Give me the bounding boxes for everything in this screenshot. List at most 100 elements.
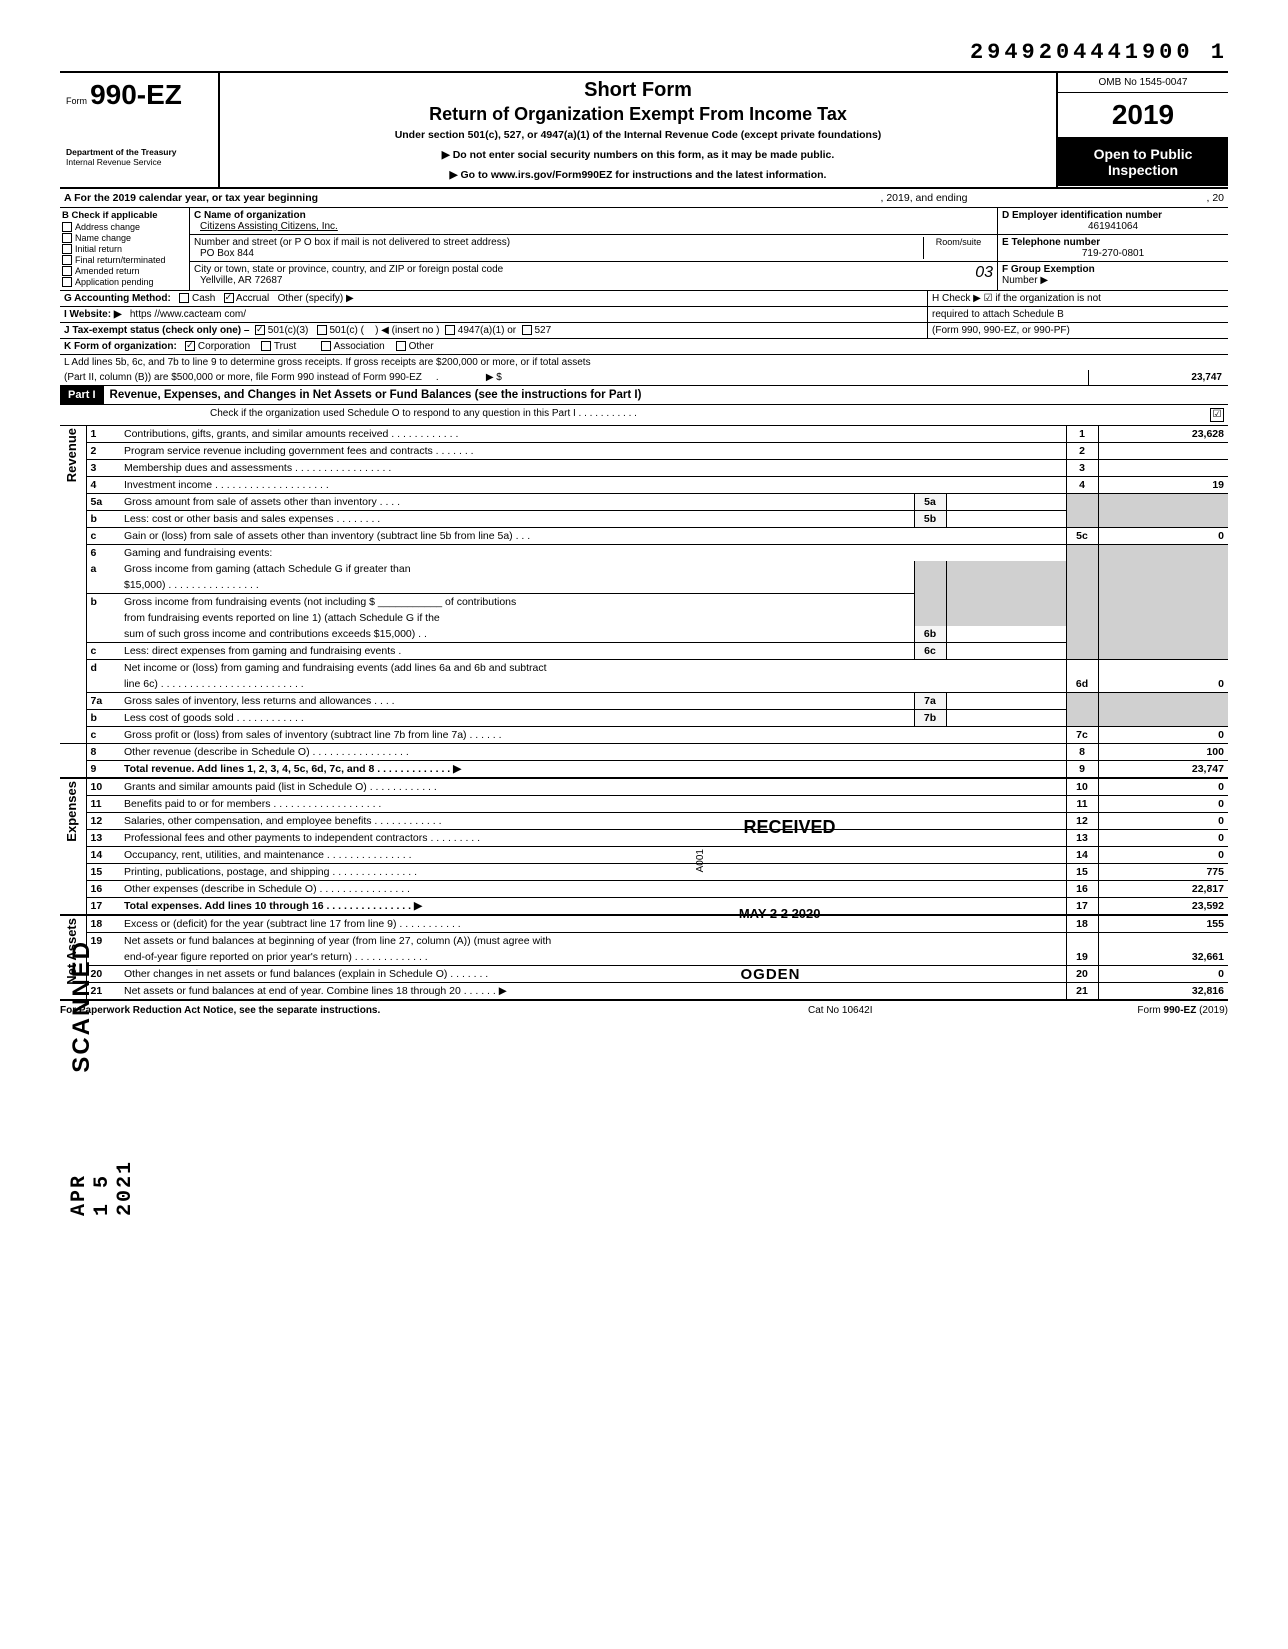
line-1-ln: 1 xyxy=(1066,426,1098,443)
addr-value: PO Box 844 xyxy=(194,248,923,259)
line-6b-desc1b: of contributions xyxy=(445,596,516,608)
line-h: H Check ▶ ☑ if the organization is not xyxy=(928,291,1228,306)
line-4-ln: 4 xyxy=(1066,477,1098,494)
line-15-num: 15 xyxy=(86,864,120,881)
form-number: 990-EZ xyxy=(90,79,182,110)
chk-app-pending[interactable] xyxy=(62,277,72,287)
chk-name-change[interactable] xyxy=(62,233,72,243)
chk-501c3[interactable] xyxy=(255,325,265,335)
received-stamp: RECEIVED xyxy=(743,817,835,838)
lbl-initial-return: Initial return xyxy=(75,244,122,254)
open-public-1: Open to Public xyxy=(1062,146,1224,162)
chk-527[interactable] xyxy=(522,325,532,335)
chk-amended[interactable] xyxy=(62,266,72,276)
side-revenue: Revenue xyxy=(64,428,79,482)
line-g: G Accounting Method: Cash Accrual Other … xyxy=(60,291,1228,307)
chk-initial-return[interactable] xyxy=(62,244,72,254)
chk-cash[interactable] xyxy=(179,293,189,303)
line-8-ln: 8 xyxy=(1066,744,1098,761)
line-6d-amt: 0 xyxy=(1098,676,1228,693)
line-6b-num: b xyxy=(86,594,120,611)
line-8-desc: Other revenue (describe in Schedule O) .… xyxy=(120,744,1066,761)
line-14-amt: 0 xyxy=(1098,847,1228,864)
chk-501c[interactable] xyxy=(317,325,327,335)
lbl-final-return: Final return/terminated xyxy=(75,255,166,265)
line-13-num: 13 xyxy=(86,830,120,847)
line-l-arrow: ▶ $ xyxy=(486,372,502,383)
lbl-other-org: Other xyxy=(409,341,434,352)
line-8-num: 8 xyxy=(86,744,120,761)
line-j: J Tax-exempt status (check only one) – 5… xyxy=(60,323,1228,339)
short-form-title: Short Form xyxy=(230,79,1046,102)
line-10-desc: Grants and similar amounts paid (list in… xyxy=(124,781,437,793)
return-title: Return of Organization Exempt From Incom… xyxy=(230,104,1046,125)
footer-left: For Paperwork Reduction Act Notice, see … xyxy=(60,1005,808,1016)
line-6b-sn: 6b xyxy=(914,626,946,643)
line-5c-num: c xyxy=(86,528,120,545)
line-17-ln: 17 xyxy=(1066,898,1098,916)
part-1-title: Revenue, Expenses, and Changes in Net As… xyxy=(104,386,1228,404)
phone-label: E Telephone number xyxy=(1002,237,1224,248)
line-8-amt: 100 xyxy=(1098,744,1228,761)
line-15-amt: 775 xyxy=(1098,864,1228,881)
instruction-1: ▶ Do not enter social security numbers o… xyxy=(230,149,1046,161)
line-6a-num: a xyxy=(86,561,120,577)
schedule-o-checkbox[interactable]: ☑ xyxy=(1210,408,1224,422)
chk-final-return[interactable] xyxy=(62,255,72,265)
col-c-org-info: C Name of organization Citizens Assistin… xyxy=(190,208,998,290)
chk-4947[interactable] xyxy=(445,325,455,335)
line-6d-num: d xyxy=(86,660,120,677)
line-16-num: 16 xyxy=(86,881,120,898)
accounting-label: G Accounting Method: xyxy=(64,293,171,304)
line-6d-desc1: Net income or (loss) from gaming and fun… xyxy=(120,660,1066,677)
line-7c-desc: Gross profit or (loss) from sales of inv… xyxy=(120,727,1066,744)
ogden-stamp: OGDEN xyxy=(740,966,800,983)
line-6a-desc1: Gross income from gaming (attach Schedul… xyxy=(120,561,914,577)
dept-treasury: Department of the Treasury xyxy=(66,147,212,157)
line-16-ln: 16 xyxy=(1066,881,1098,898)
line-4-amt: 19 xyxy=(1098,477,1228,494)
line-11-amt: 0 xyxy=(1098,796,1228,813)
part-1-table: Revenue 1 Contributions, gifts, grants, … xyxy=(60,426,1228,1001)
chk-accrual[interactable] xyxy=(224,293,234,303)
col-b-header: B Check if applicable xyxy=(62,210,187,221)
lbl-501c: 501(c) ( xyxy=(329,325,363,336)
instruction-2: ▶ Go to www.irs.gov/Form990EZ for instru… xyxy=(230,169,1046,181)
line-7a-desc: Gross sales of inventory, less returns a… xyxy=(120,693,914,710)
chk-assoc[interactable] xyxy=(321,341,331,351)
chk-corp[interactable] xyxy=(185,341,195,351)
line-3-ln: 3 xyxy=(1066,460,1098,477)
scanned-stamp: SCANNED xyxy=(68,940,96,1073)
line-2-ln: 2 xyxy=(1066,443,1098,460)
open-public-2: Inspection xyxy=(1062,162,1224,178)
schedule-o-text: Check if the organization used Schedule … xyxy=(210,408,1210,422)
line-15-ln: 15 xyxy=(1066,864,1098,881)
part-1-header-row: Part I Revenue, Expenses, and Changes in… xyxy=(60,386,1228,405)
form-header: Form 990-EZ Department of the Treasury I… xyxy=(60,71,1228,189)
line-6b-desc3: sum of such gross income and contributio… xyxy=(120,626,914,643)
gross-receipts-amount: 23,747 xyxy=(1088,370,1228,385)
addr-label: Number and street (or P O box if mail is… xyxy=(194,237,923,248)
lbl-cash: Cash xyxy=(192,293,215,304)
line-a-suffix: , 20 xyxy=(1024,192,1224,204)
chk-trust[interactable] xyxy=(261,341,271,351)
line-11-num: 11 xyxy=(86,796,120,813)
lbl-4947: 4947(a)(1) or xyxy=(458,325,516,336)
chk-address-change[interactable] xyxy=(62,222,72,232)
line-6d-ln: 6d xyxy=(1066,676,1098,693)
footer-form-prefix: Form xyxy=(1137,1005,1163,1016)
line-19-desc2: end-of-year figure reported on prior yea… xyxy=(120,949,1066,966)
chk-other-org[interactable] xyxy=(396,341,406,351)
line-7b-sn: 7b xyxy=(914,710,946,727)
line-2-desc: Program service revenue including govern… xyxy=(120,443,1066,460)
document-number: 2949204441900 1 xyxy=(60,40,1228,65)
line-13-amt: 0 xyxy=(1098,830,1228,847)
ein-value: 461941064 xyxy=(1002,221,1224,232)
line-4-num: 4 xyxy=(86,477,120,494)
line-4-desc: Investment income . . . . . . . . . . . … xyxy=(120,477,1066,494)
org-name-label: C Name of organization xyxy=(194,210,993,221)
line-9-num: 9 xyxy=(86,761,120,779)
ein-label: D Employer identification number xyxy=(1002,210,1224,221)
line-l-2: (Part II, column (B)) are $500,000 or mo… xyxy=(60,370,1228,386)
line-10-ln: 10 xyxy=(1066,778,1098,796)
